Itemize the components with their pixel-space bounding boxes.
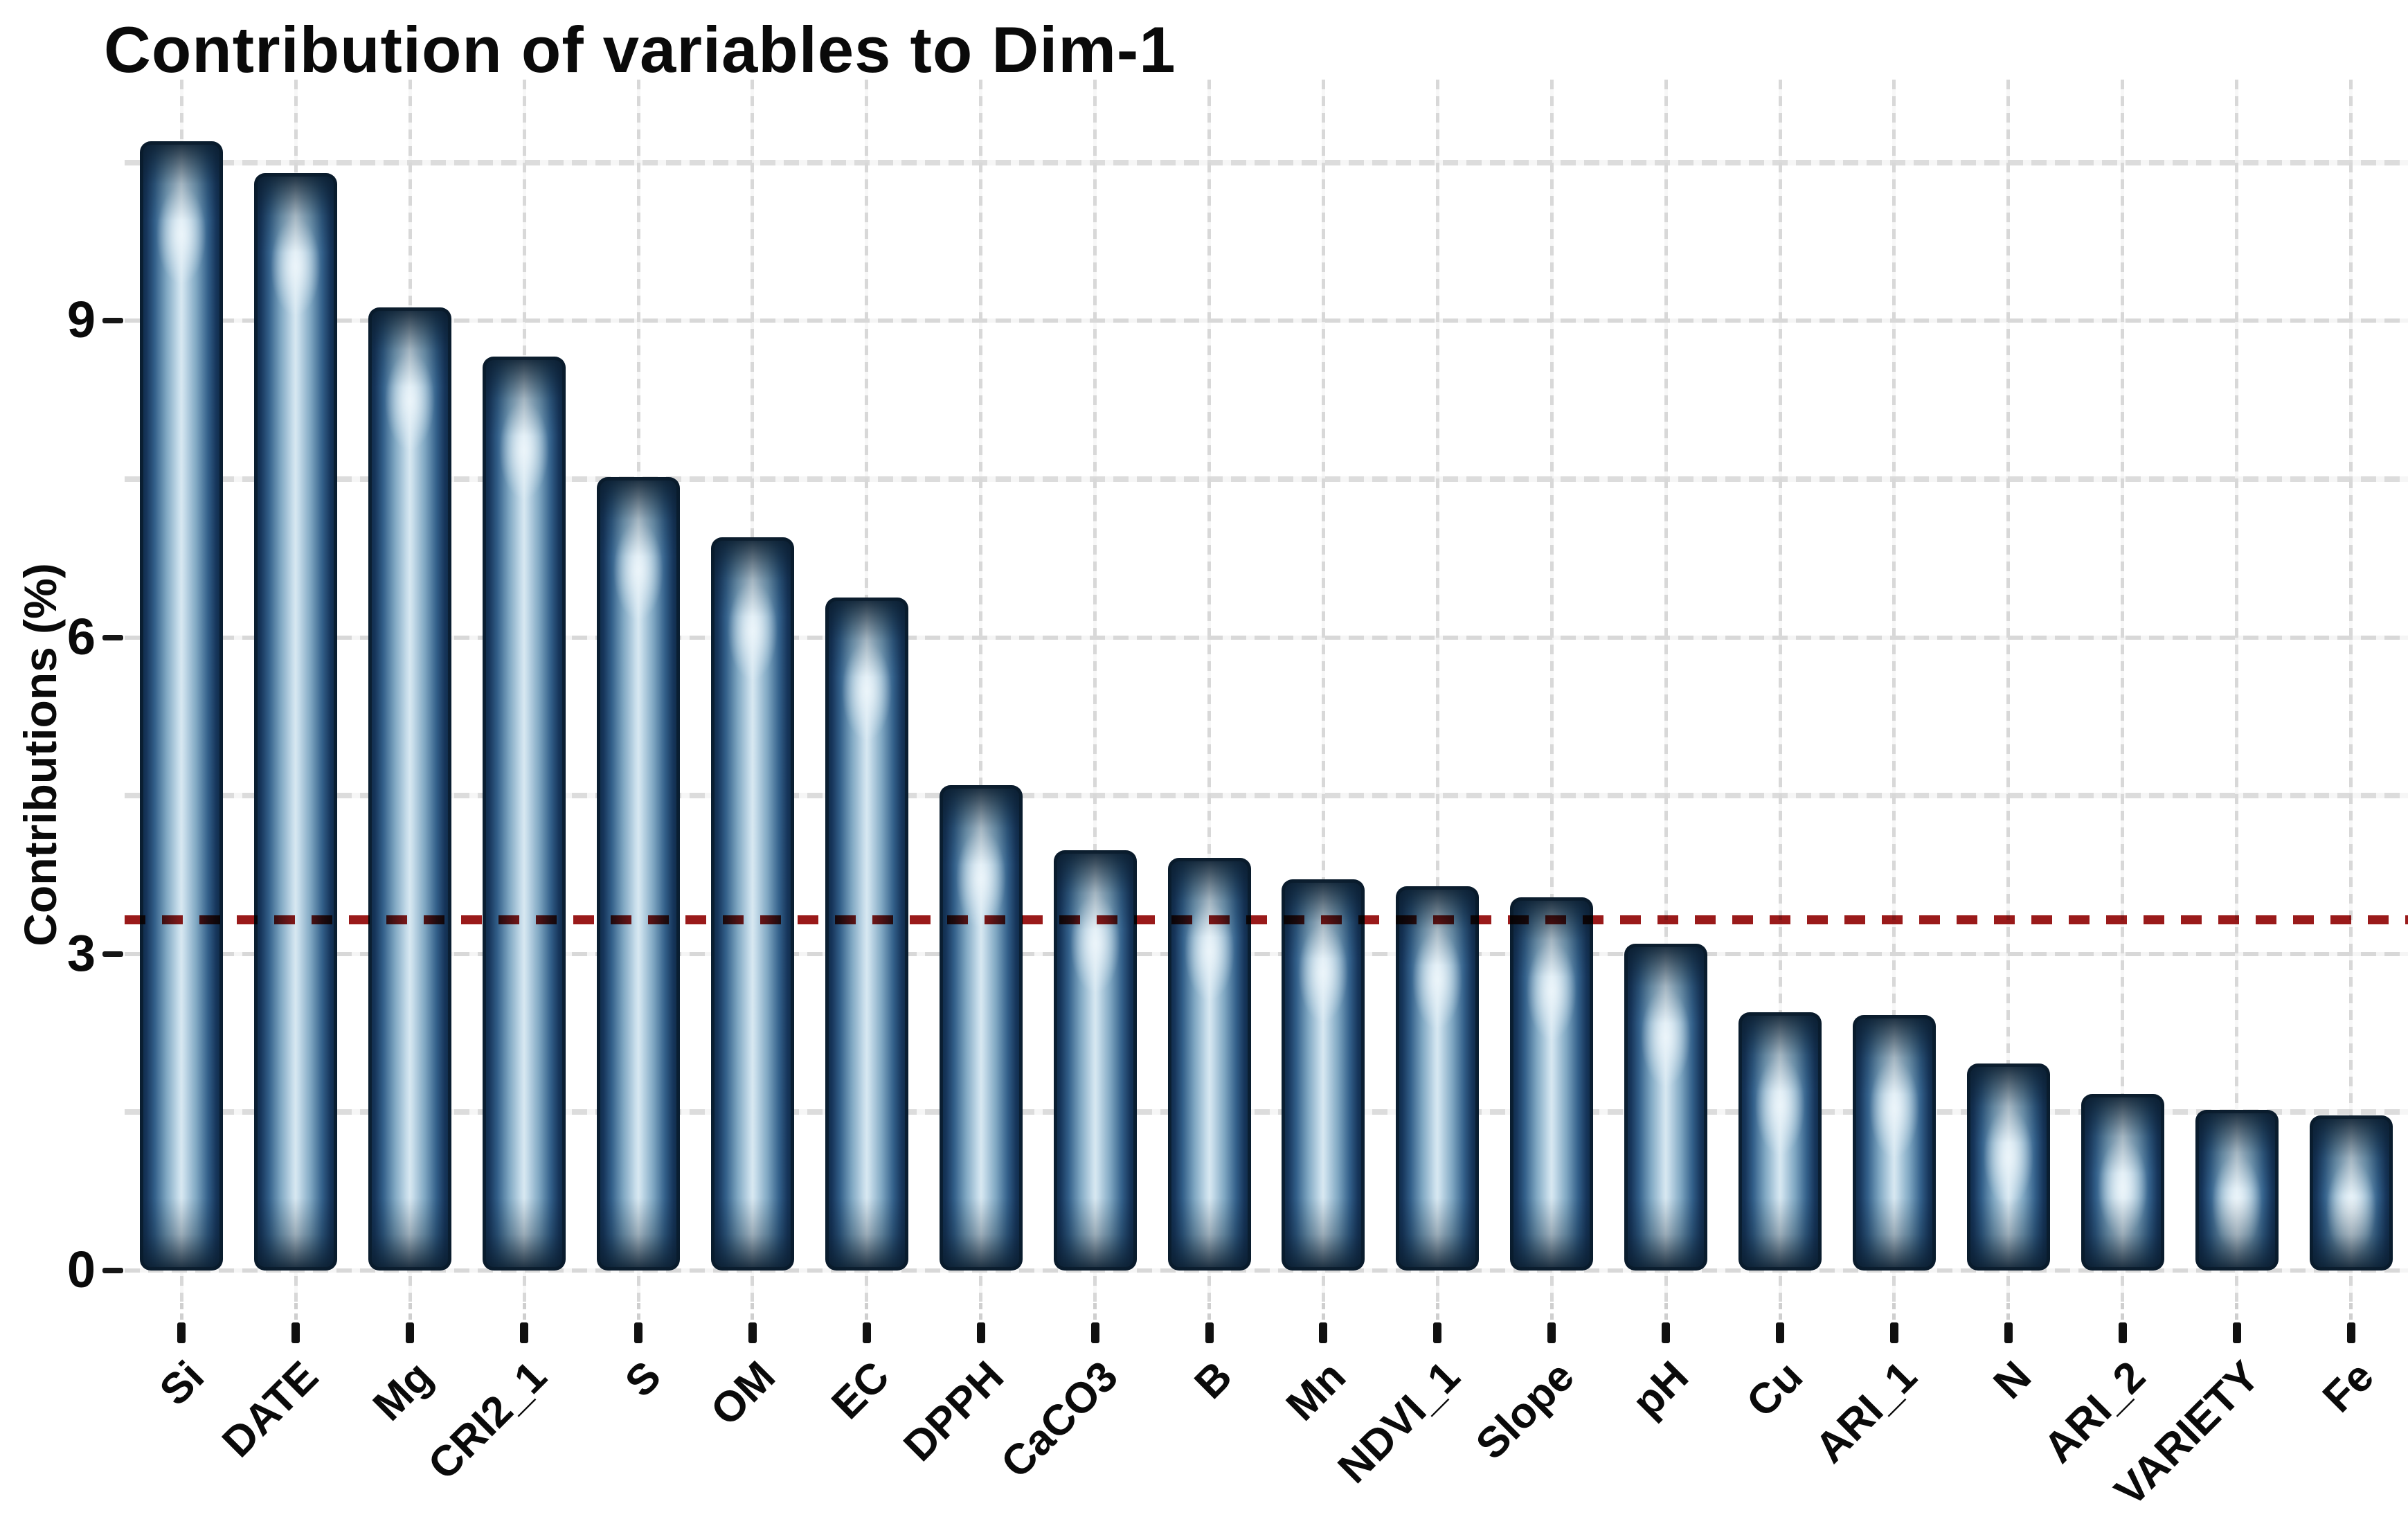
v-gridline (1664, 80, 1668, 1302)
h-gridline-minor (125, 793, 2408, 799)
bar-B (1167, 858, 1251, 1271)
h-gridline-minor (125, 159, 2408, 165)
x-tick-stub (1321, 1303, 1325, 1321)
x-tick-stub (2349, 1303, 2353, 1321)
x-tick-mark (1319, 1322, 1328, 1343)
v-gridline (2349, 80, 2353, 1302)
x-tick-stub (1207, 1303, 1212, 1321)
h-gridline-major (125, 1268, 2408, 1273)
v-gridline (2006, 80, 2011, 1302)
bar-pH (1624, 943, 1708, 1271)
x-tick-mark (291, 1322, 300, 1343)
x-tick-mark (862, 1322, 871, 1343)
y-tick-mark (102, 1268, 123, 1273)
x-tick-stub (636, 1303, 640, 1321)
x-tick-stub (2006, 1303, 2011, 1321)
reference-line (125, 915, 2408, 924)
x-tick-stub (751, 1303, 755, 1321)
x-tick-mark (1433, 1322, 1442, 1343)
x-tick-mark (1205, 1322, 1214, 1343)
y-tick-label-9: 9 (66, 291, 96, 349)
v-gridline (1207, 80, 1212, 1302)
x-tick-mark (1776, 1322, 1785, 1343)
v-gridline (2235, 80, 2239, 1302)
x-tick-mark (520, 1322, 529, 1343)
h-gridline-minor (125, 476, 2408, 482)
v-gridline (979, 80, 983, 1302)
x-tick-mark (406, 1322, 415, 1343)
bar-CRI2_1 (483, 357, 566, 1271)
x-tick-stub (294, 1303, 298, 1321)
x-tick-mark (748, 1322, 757, 1343)
v-gridline (1093, 80, 1097, 1302)
x-tick-mark (2346, 1322, 2355, 1343)
v-gridline (1549, 80, 1554, 1302)
x-tick-mark (976, 1322, 985, 1343)
x-tick-mark (1662, 1322, 1671, 1343)
x-tick-mark (2004, 1322, 2013, 1343)
y-tick-label-6: 6 (66, 607, 96, 665)
y-tick-mark (102, 318, 123, 324)
x-tick-stub (2121, 1303, 2125, 1321)
x-tick-stub (1549, 1303, 1554, 1321)
plot-panel (125, 80, 2408, 1302)
x-tick-stub (1093, 1303, 1097, 1321)
x-tick-stub (408, 1303, 412, 1321)
x-tick-mark (2118, 1322, 2127, 1343)
h-gridline-major (125, 951, 2408, 956)
x-tick-stub (179, 1303, 183, 1321)
v-gridline (2121, 80, 2125, 1302)
y-tick-mark (102, 634, 123, 640)
y-tick-mark (102, 951, 123, 957)
bar-ARI_2 (2081, 1094, 2164, 1271)
x-tick-mark (177, 1322, 186, 1343)
y-tick-label-3: 3 (66, 924, 96, 982)
h-gridline-minor (125, 1109, 2408, 1115)
x-tick-stub (1664, 1303, 1668, 1321)
x-tick-stub (2235, 1303, 2239, 1321)
x-tick-stub (1435, 1303, 1439, 1321)
h-gridline-major (125, 635, 2408, 640)
bar-NDVI_1 (1396, 886, 1480, 1271)
x-tick-stub (522, 1303, 526, 1321)
bar-Mn (1282, 879, 1365, 1271)
bar-DATE (254, 173, 338, 1271)
chart-title: Contribution of variables to Dim-1 (104, 13, 1176, 86)
x-tick-stub (979, 1303, 983, 1321)
x-tick-mark (2232, 1322, 2241, 1343)
x-tick-stub (1892, 1303, 1896, 1321)
v-gridline (1435, 80, 1439, 1302)
v-gridline (1321, 80, 1325, 1302)
bar-OM (710, 537, 794, 1271)
bar-ARI_1 (1852, 1015, 1936, 1271)
bar-Fe (2309, 1115, 2393, 1271)
bar-N (1966, 1063, 2050, 1271)
bar-Si (140, 141, 224, 1271)
bar-Slope (1510, 897, 1594, 1271)
v-gridline (1892, 80, 1896, 1302)
x-tick-mark (634, 1322, 643, 1343)
x-tick-mark (1547, 1322, 1556, 1343)
x-tick-stub (1778, 1303, 1782, 1321)
x-tick-stub (865, 1303, 869, 1321)
bar-CaCO3 (1053, 850, 1137, 1271)
bar-Mg (368, 307, 452, 1271)
bar-EC (825, 597, 908, 1271)
bar-Cu (1738, 1012, 1822, 1271)
x-tick-mark (1090, 1322, 1099, 1343)
h-gridline-major (125, 318, 2408, 323)
bar-S (597, 476, 681, 1271)
x-tick-mark (1889, 1322, 1898, 1343)
bar-DPPH (939, 784, 1023, 1271)
y-tick-label-0: 0 (66, 1241, 96, 1298)
bar-VARIETY (2195, 1110, 2279, 1271)
v-gridline (1778, 80, 1782, 1302)
